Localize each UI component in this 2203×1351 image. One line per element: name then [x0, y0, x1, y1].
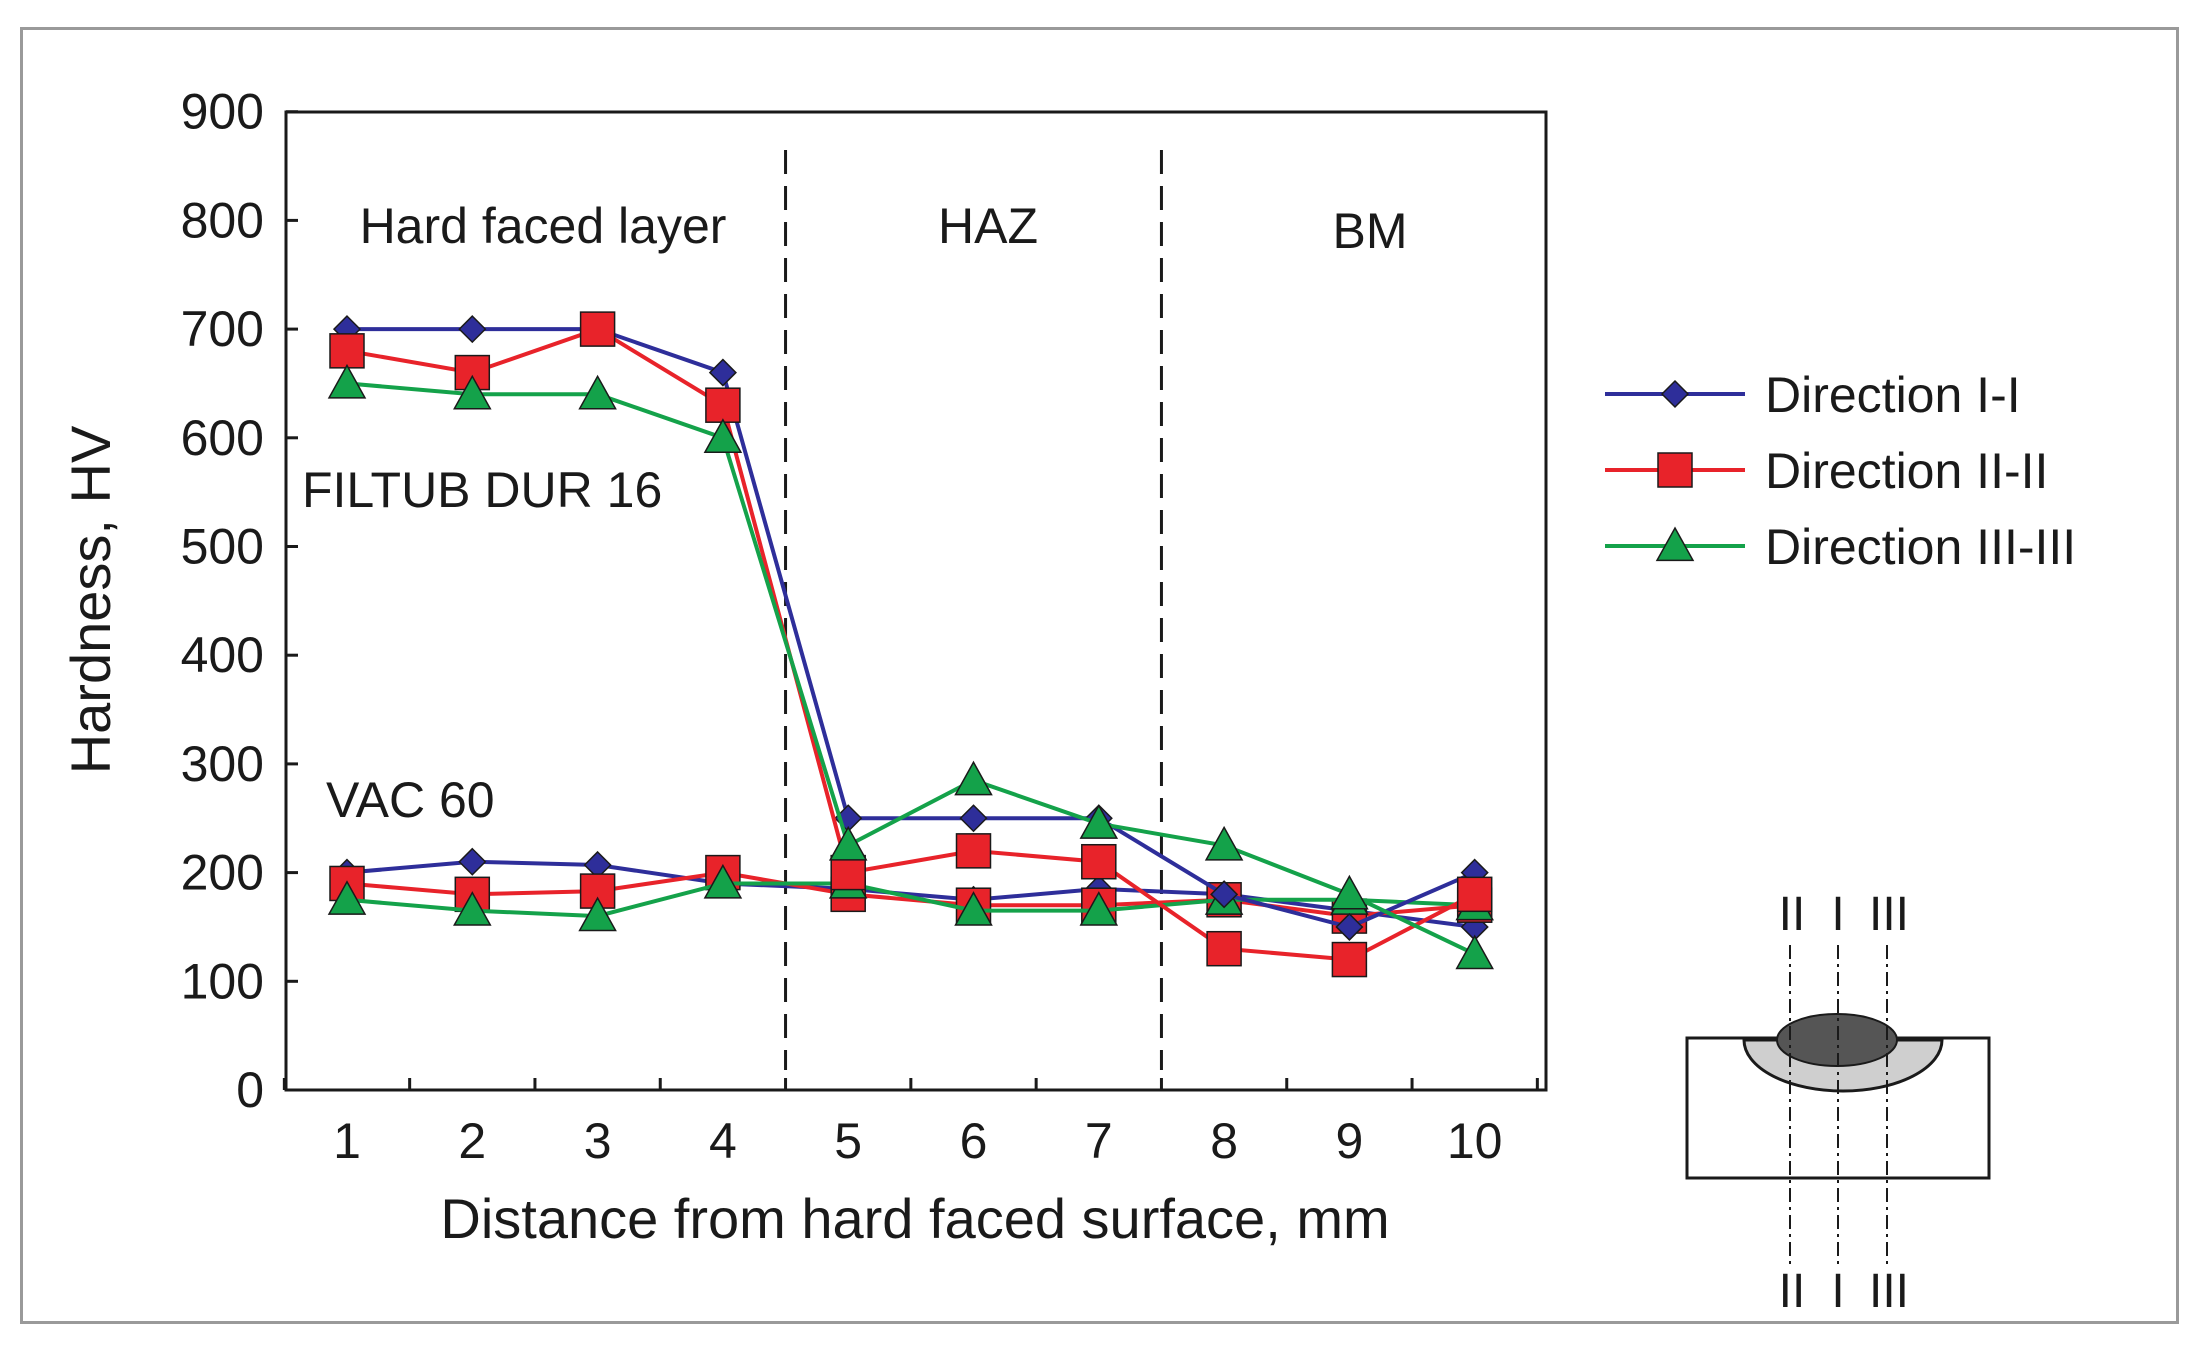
- data-point: [703, 863, 743, 899]
- diagram-top-label-i: I: [1831, 888, 1844, 941]
- data-point: [954, 760, 993, 796]
- legend: Direction I-I Direction II-II Direction II…: [1605, 367, 2076, 575]
- diagram-top-label-ii: II: [1779, 888, 1806, 941]
- data-point: [1335, 912, 1364, 942]
- group-label-vac60: VAC 60: [326, 772, 495, 828]
- series-line: [346, 859, 1475, 929]
- series-line: [346, 381, 1476, 956]
- legend-item: Direction I-I: [1605, 367, 2021, 423]
- data-point: [327, 363, 367, 399]
- data-point: [954, 891, 993, 926]
- x-tick-label: 3: [584, 1113, 612, 1169]
- legend-label: Direction III-III: [1765, 519, 2076, 575]
- data-point: [1210, 880, 1239, 909]
- x-tick-label: 10: [1447, 1113, 1503, 1169]
- y-tick-label: 800: [181, 192, 264, 248]
- x-tick-label: 5: [834, 1113, 862, 1169]
- data-point: [579, 311, 616, 347]
- y-tick-label: 500: [181, 519, 264, 575]
- data-point: [1204, 825, 1244, 861]
- data-point: [705, 387, 741, 423]
- region-label-haz: HAZ: [938, 198, 1038, 254]
- series-filtub-triangle: [327, 363, 1494, 970]
- data-point: [1455, 934, 1494, 970]
- series-line: [346, 326, 1476, 962]
- region-label-hard-faced-layer: Hard faced layer: [360, 198, 727, 254]
- y-tick-label: 200: [181, 845, 264, 901]
- legend-marker: [1657, 452, 1693, 488]
- series-filtub-diamond: [332, 315, 1489, 942]
- series-line: [346, 870, 1475, 919]
- x-tick-label: 9: [1335, 1113, 1363, 1169]
- data-point: [578, 374, 617, 410]
- data-point: [458, 315, 487, 344]
- diagram-bottom-label-i: I: [1831, 1265, 1844, 1318]
- data-point: [578, 896, 617, 932]
- x-axis-title: Distance from hard faced surface, mm: [440, 1187, 1389, 1250]
- legend-item: Direction III-III: [1605, 519, 2076, 575]
- y-axis: 0 100 200 300 400 500 600 700 800 900: [181, 84, 298, 1118]
- x-tick-label: 2: [458, 1113, 486, 1169]
- data-point: [453, 891, 492, 926]
- diagram-bottom-label-iii: III: [1869, 1265, 1909, 1318]
- data-point: [1079, 804, 1119, 839]
- series-line: [346, 881, 1475, 919]
- legend-item: Direction II-II: [1605, 443, 2048, 499]
- diagram-bottom-label-ii: II: [1779, 1265, 1806, 1318]
- data-point: [708, 358, 737, 387]
- series-filtub-square: [329, 311, 1493, 978]
- legend-marker: [1660, 379, 1690, 409]
- data-point: [327, 880, 367, 915]
- series-line: [347, 327, 1476, 930]
- x-tick-label: 7: [1085, 1113, 1113, 1169]
- diagram-top-label-iii: III: [1869, 888, 1909, 941]
- data-point: [1456, 876, 1493, 913]
- series-layer: [327, 311, 1494, 978]
- data-point: [959, 804, 988, 833]
- plot-area: [284, 110, 1548, 1092]
- data-point: [1206, 930, 1242, 967]
- data-point: [955, 833, 992, 869]
- region-label-bm: BM: [1333, 203, 1408, 259]
- data-point: [454, 354, 491, 391]
- x-tick-label: 8: [1210, 1113, 1238, 1169]
- x-tick-label: 4: [709, 1113, 737, 1169]
- legend-label: Direction I-I: [1765, 367, 2021, 423]
- group-label-filtub: FILTUB DUR 16: [302, 462, 662, 518]
- data-point: [1331, 941, 1368, 978]
- data-point: [830, 854, 866, 891]
- data-point: [453, 374, 492, 410]
- data-point: [828, 825, 868, 861]
- data-point: [1330, 874, 1369, 910]
- data-point: [1081, 843, 1117, 880]
- y-tick-label: 700: [181, 301, 264, 357]
- legend-marker: [1655, 526, 1695, 562]
- data-point: [1079, 891, 1119, 926]
- legend-label: Direction II-II: [1765, 443, 2048, 499]
- data-point: [329, 333, 365, 369]
- y-tick-label: 600: [181, 410, 264, 466]
- data-point: [703, 418, 743, 453]
- y-tick-label: 900: [181, 84, 264, 140]
- region-boundaries: [784, 150, 1163, 1070]
- y-tick-label: 300: [181, 736, 264, 792]
- y-tick-label: 100: [181, 953, 264, 1009]
- y-tick-label: 0: [236, 1062, 264, 1118]
- x-tick-label: 1: [333, 1113, 361, 1169]
- x-axis: 1 2 3 4 5 6 7 8 9 10: [282, 1078, 1539, 1169]
- weld-cross-section-diagram: II I III II I III: [1685, 888, 1991, 1318]
- data-point: [458, 847, 487, 876]
- y-axis-title: Hardness, HV: [59, 425, 122, 774]
- x-tick-label: 6: [960, 1113, 988, 1169]
- y-tick-label: 400: [181, 627, 264, 683]
